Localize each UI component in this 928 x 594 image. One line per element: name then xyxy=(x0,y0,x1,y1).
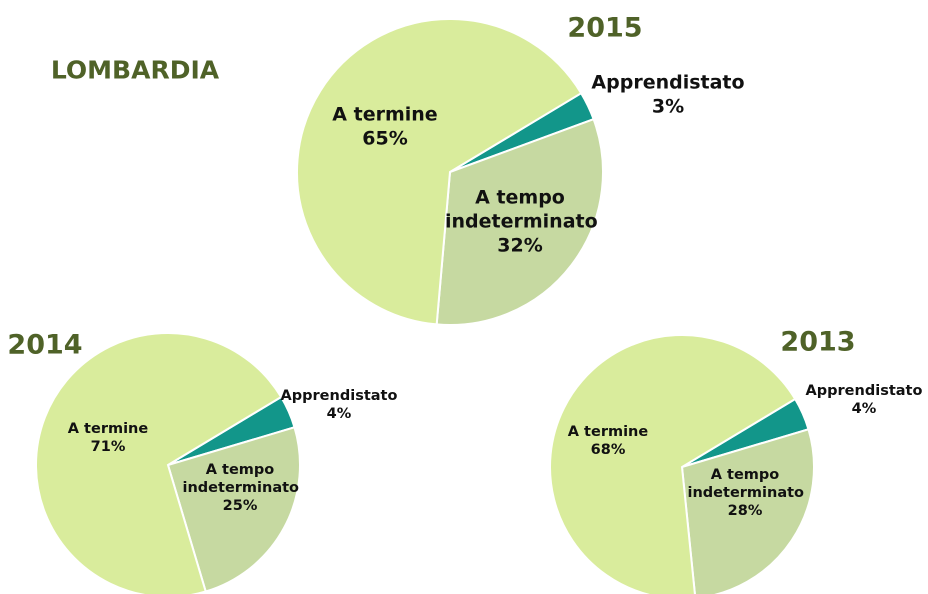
slice-category: A tempo indeterminato xyxy=(687,466,805,501)
slice-label: A termine 71% xyxy=(68,420,148,456)
chart-title: 2014 xyxy=(7,329,83,361)
slice-label: A termine 65% xyxy=(332,103,437,151)
pie-slice xyxy=(435,117,604,326)
slice-value: 65% xyxy=(362,127,408,149)
slice-value: 68% xyxy=(590,442,626,458)
slice-category: A termine xyxy=(332,103,438,126)
slice-category: Apprendistato xyxy=(805,382,923,399)
slice-value: 4% xyxy=(326,406,352,422)
pie-slice xyxy=(166,426,301,593)
slice-category: A termine xyxy=(67,420,149,437)
slice-label: A termine 68% xyxy=(568,423,648,459)
slice-value: 71% xyxy=(90,439,126,455)
heading: LOMBARDIA xyxy=(50,55,220,85)
slice-label: Apprendistato 4% xyxy=(281,387,398,423)
slice-value: 32% xyxy=(497,233,543,256)
slice-category: A tempo indeterminato xyxy=(182,461,300,496)
chart-title: 2013 xyxy=(780,326,856,358)
slice-category: A termine xyxy=(567,423,649,440)
slice-label: A tempo indeterminato 28% xyxy=(687,466,805,520)
pie-slice xyxy=(680,428,815,594)
slice-value: 25% xyxy=(222,498,258,515)
pie-slice xyxy=(296,18,583,326)
slice-category: Apprendistato xyxy=(591,71,745,94)
slice-value: 4% xyxy=(851,401,877,417)
slice-label: Apprendistato 3% xyxy=(591,71,744,119)
slice-value: 3% xyxy=(651,95,685,117)
pie-slice xyxy=(549,334,797,594)
slice-label: A tempo indeterminato 25% xyxy=(182,461,300,515)
slice-category: A tempo indeterminato xyxy=(445,186,598,233)
slice-label: Apprendistato 4% xyxy=(806,382,923,418)
pie-slice xyxy=(35,332,283,594)
slice-category: Apprendistato xyxy=(280,387,398,404)
chart-title: 2015 xyxy=(567,12,643,44)
slice-value: 28% xyxy=(727,503,763,520)
slice-label: A tempo indeterminato 32% xyxy=(445,186,598,257)
